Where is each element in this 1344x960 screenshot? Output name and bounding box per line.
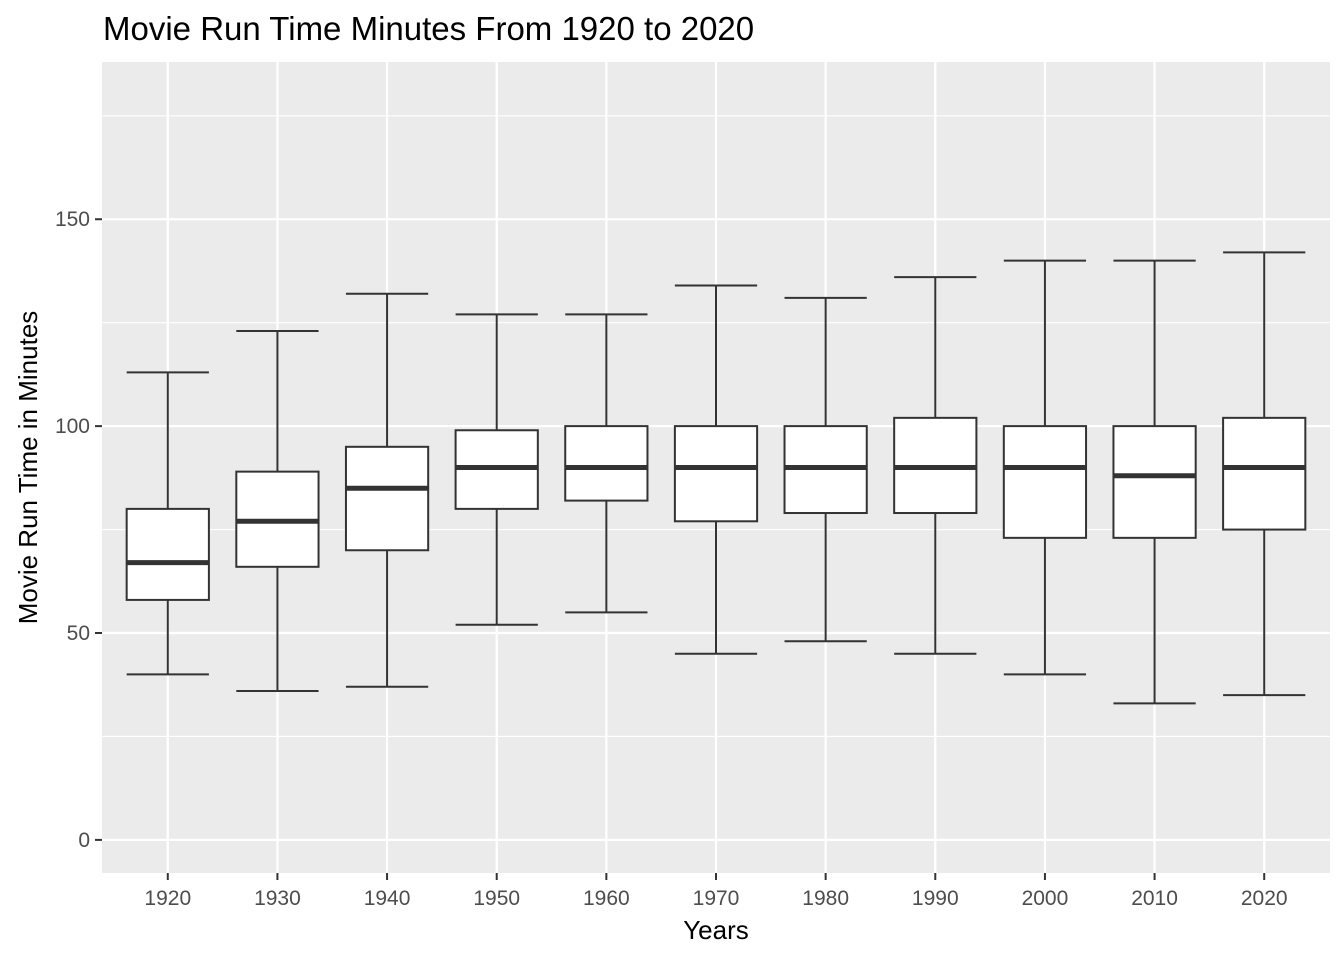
iqr-box (673, 425, 759, 523)
box-1980 (783, 296, 868, 643)
iqr-box (1002, 425, 1088, 539)
x-tick-label: 1930 (254, 887, 301, 910)
box-1990 (893, 276, 978, 655)
x-tick-label: 2010 (1131, 887, 1178, 910)
box-2020 (1222, 251, 1307, 697)
y-axis: 0 50 100 150 (55, 208, 102, 852)
x-tick-label: 1990 (912, 887, 959, 910)
x-tick-label: 1950 (473, 887, 520, 910)
box-series (125, 251, 1307, 705)
box-1950 (454, 313, 539, 626)
box-2000 (1002, 259, 1088, 676)
box-2010 (1112, 259, 1197, 705)
box-1930 (235, 329, 320, 692)
x-tick-label: 1960 (583, 887, 630, 910)
y-tick-label: 50 (67, 622, 90, 645)
y-axis-title: Movie Run Time in Minutes (13, 311, 43, 625)
iqr-box (344, 445, 430, 552)
box-1970 (673, 284, 759, 655)
y-tick-label: 150 (55, 208, 90, 231)
iqr-box (564, 425, 649, 502)
y-tick-label: 100 (55, 415, 90, 438)
iqr-box (125, 507, 210, 601)
x-axis-title: Years (683, 915, 749, 945)
x-tick-label: 2000 (1022, 887, 1069, 910)
x-tick-label: 2020 (1241, 887, 1288, 910)
y-tick-label: 0 (78, 829, 90, 852)
x-tick-label: 1980 (802, 887, 849, 910)
chart-title: Movie Run Time Minutes From 1920 to 2020 (103, 10, 755, 47)
iqr-box (1112, 425, 1197, 539)
box-1920 (125, 371, 210, 676)
box-1960 (564, 313, 649, 614)
x-axis: 1920 1930 1940 1950 1960 1970 1980 1990 2000 2010… (144, 873, 1288, 910)
x-tick-label: 1970 (693, 887, 740, 910)
x-tick-label: 1920 (144, 887, 191, 910)
iqr-box (1222, 416, 1307, 531)
box-1940 (344, 292, 430, 688)
x-tick-label: 1940 (364, 887, 411, 910)
